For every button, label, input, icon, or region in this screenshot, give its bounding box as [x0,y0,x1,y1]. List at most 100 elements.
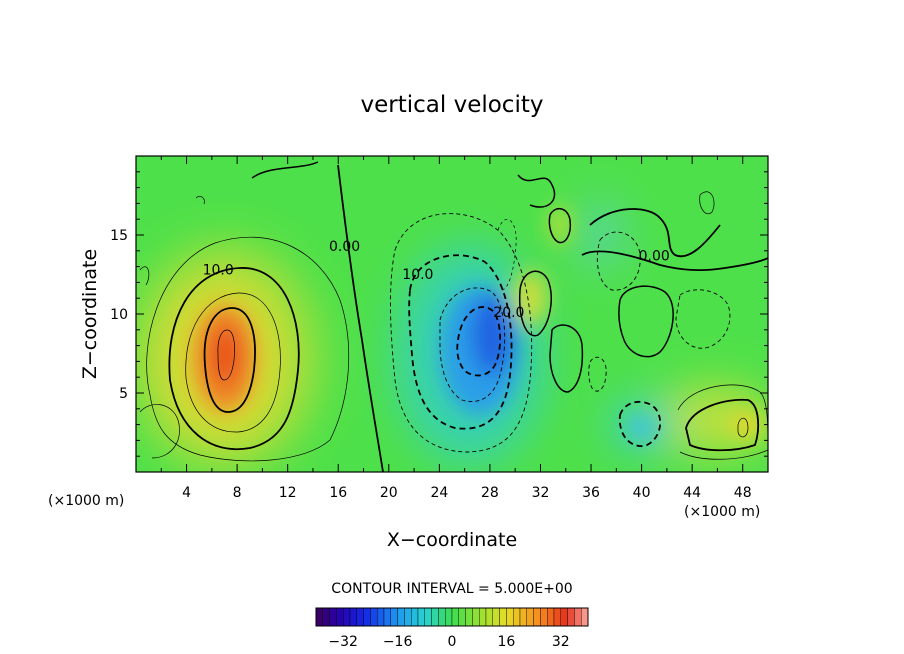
colorbar-cell [458,607,466,627]
x-tick-label: 44 [683,485,701,501]
y-tick-label: 10 [110,307,128,323]
colorbar-cell [499,607,507,627]
x-tick-label: 32 [532,485,550,501]
contour-lines [139,161,768,472]
colorbar-frame [315,607,589,627]
colorbar-cell [349,607,358,627]
colorbar [315,607,589,627]
contour-line [589,208,721,258]
colorbar-cell [438,607,446,627]
contour-line [549,324,584,393]
colorbar-tick-label: −32 [328,634,358,650]
colorbar-cell [377,607,385,627]
colorbar-tick-label: 16 [497,634,515,650]
colorbar-cell [560,607,568,627]
colorbar-cell [445,607,453,627]
colorbar-cell [322,607,330,627]
contour-line [518,270,552,337]
contour-line [195,196,205,205]
colorbar-cell [506,607,514,627]
colorbar-cell [581,607,589,627]
x-tick-label: 16 [329,485,347,501]
contour-line [439,287,506,402]
contour-line [677,384,768,460]
contour-line [168,267,300,450]
colorbar-cell [343,607,351,627]
contour-line [588,356,607,392]
contour-line [185,292,281,433]
x-tick-label: 40 [633,485,651,501]
colorbar-cell [547,607,555,627]
colorbar-cell [465,607,473,627]
chart-title: vertical velocity [361,92,544,118]
contour-line [675,289,731,349]
colorbar-cell [315,607,324,627]
x-axis-unit-right: (×1000 m) [684,504,760,520]
y-tick-label: 15 [110,228,128,244]
x-tick-label: 48 [734,485,752,501]
x-tick-label: 36 [582,485,600,501]
contour-line [618,400,662,447]
colorbar-cell [397,607,405,627]
colorbar-cell [370,607,378,627]
colorbar-cell [574,607,582,627]
contour-labels: 10.0 0.00 10.0 20.0 0.00 [203,239,670,321]
colorbar-cell [411,607,419,627]
colorbar-cell [567,607,575,627]
contour-line [517,174,556,208]
contour-line [217,329,235,381]
colorbar-cell [424,607,432,627]
y-axis-label: Z−coordinate [79,249,101,379]
contour-label: 10.0 [402,267,433,283]
contour-line [337,164,384,472]
contour-line [737,417,749,438]
colorbar-cell [417,607,426,627]
x-tick-label: 8 [233,485,242,501]
colorbar-cell [472,607,480,627]
contour-line [618,285,674,358]
colorbar-cell [363,607,371,627]
colorbar-cell [431,607,439,627]
colorbar-cell [356,607,364,627]
contour-line [548,208,572,244]
colorbar-cell [329,607,337,627]
x-tick-label: 20 [380,485,398,501]
colorbar-cell [451,607,460,627]
contour-interval-text: CONTOUR INTERVAL = 5.000E+00 [331,581,572,597]
x-tick-label: 4 [182,485,191,501]
colorbar-cell [383,607,392,627]
contour-label: 20.0 [493,305,524,321]
colorbar-cell [513,607,521,627]
y-tick-label: 5 [119,386,128,402]
colorbar-tick-label: 0 [448,634,457,650]
colorbar-cell [519,607,528,627]
contour-line [685,398,760,452]
y-axis-ticks: 5 10 15 [110,171,768,457]
contour-line [408,254,513,430]
x-tick-label: 12 [279,485,297,501]
contour-line [139,266,150,286]
contour-label: 0.00 [329,239,360,255]
colorbar-cell [390,607,398,627]
x-tick-label: 24 [430,485,448,501]
colorbar-cell [533,607,541,627]
contour-label: 10.0 [203,263,234,279]
colorbar-cell [553,607,562,627]
contour-line [497,219,517,291]
contour-line [251,161,319,179]
contour-line [456,306,502,377]
colorbar-ticks: −32 −16 0 16 32 [328,634,569,650]
colorbar-cell [404,607,412,627]
contour-line [596,231,641,291]
colorbar-cell [479,607,487,627]
contour-line [581,250,768,272]
colorbar-cell [485,607,494,627]
contour-label: 0.00 [639,248,670,264]
x-axis-label: X−coordinate [387,529,517,551]
colorbar-cell [492,607,500,627]
contour-line [390,213,533,453]
colorbar-cell [540,607,548,627]
x-tick-label: 28 [481,485,499,501]
colorbar-cell [526,607,534,627]
